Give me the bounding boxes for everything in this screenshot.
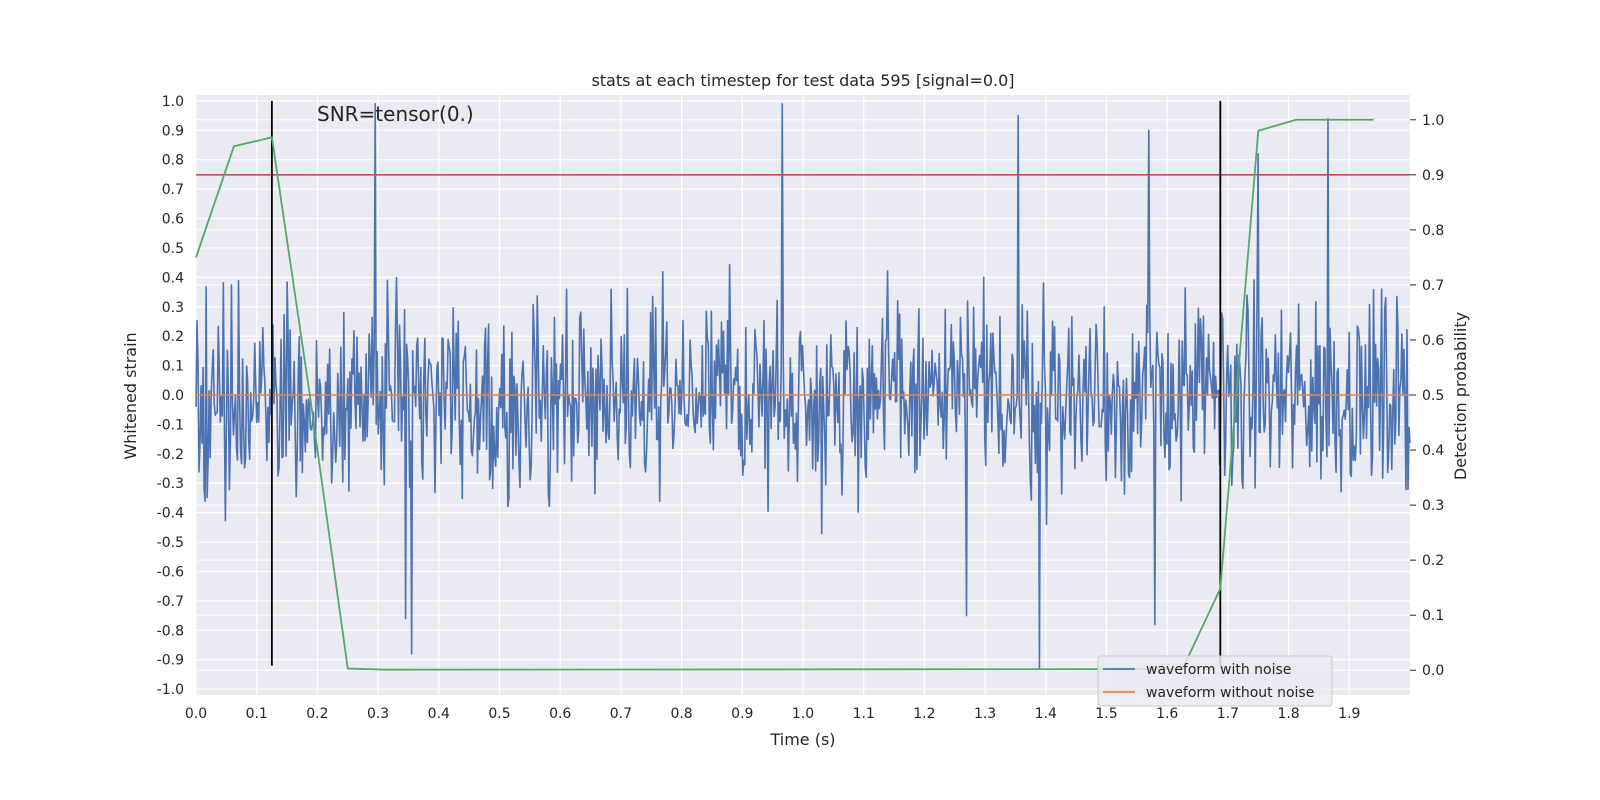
x-tick-label: 0.7 xyxy=(610,706,632,722)
x-tick-label: 1.1 xyxy=(853,706,875,722)
x-tick-label: 1.6 xyxy=(1156,706,1178,722)
y-axis: -1.0 -0.9 -0.8 -0.7 -0.6 -0.5 -0.4 -0.3 -0.2 -0.1… xyxy=(157,94,184,698)
x-tick-label: 1.5 xyxy=(1095,706,1117,722)
y2-tick-label: 0.0 xyxy=(1422,663,1444,679)
series-layer xyxy=(195,100,1411,671)
x-tick-label: 1.3 xyxy=(974,706,996,722)
y-tick-label: -0.1 xyxy=(157,417,184,433)
y-tick-label: 0.3 xyxy=(162,300,184,316)
y-tick-label: -0.7 xyxy=(157,594,184,610)
y-tick-label: -0.4 xyxy=(157,506,184,522)
x-tick-label: 1.0 xyxy=(792,706,814,722)
x-tick-label: 1.9 xyxy=(1338,706,1360,722)
y-tick-label: 0.2 xyxy=(162,329,184,345)
y2-tick-label: 0.8 xyxy=(1422,223,1444,239)
y-tick-label: 0.5 xyxy=(162,241,184,257)
x-tick-label: 0.8 xyxy=(670,706,692,722)
y2-tick-label: 0.9 xyxy=(1422,168,1444,184)
x-tick-label: 0.0 xyxy=(185,706,207,722)
x-tick-label: 0.1 xyxy=(246,706,268,722)
y-tick-label: 0.0 xyxy=(162,388,184,404)
y-tick-label: 0.7 xyxy=(162,182,184,198)
y2-tick-label: 0.1 xyxy=(1422,608,1444,624)
probability-series-line xyxy=(195,118,1374,671)
y-tick-label: -0.3 xyxy=(157,476,184,492)
y-tick-label: 0.9 xyxy=(162,123,184,139)
x-tick-label: 0.2 xyxy=(306,706,328,722)
y-tick-label: -0.9 xyxy=(157,653,184,669)
legend-label-noise: waveform with noise xyxy=(1146,662,1291,678)
y-tick-label: 0.6 xyxy=(162,212,184,228)
y-tick-label: -1.0 xyxy=(157,682,184,698)
x-tick-label: 1.8 xyxy=(1277,706,1299,722)
y-tick-label: 0.4 xyxy=(162,270,184,286)
y-tick-label: 1.0 xyxy=(162,94,184,110)
x-tick-label: 0.9 xyxy=(731,706,753,722)
y-tick-label: -0.5 xyxy=(157,535,184,551)
y2-tick-label: 1.0 xyxy=(1422,113,1444,129)
x-axis-label: Time (s) xyxy=(769,730,835,749)
y2-tick-label: 0.6 xyxy=(1422,333,1444,349)
noise-series-line xyxy=(195,103,1411,670)
y2-tick-label: 0.5 xyxy=(1422,388,1444,404)
y-tick-label: -0.6 xyxy=(157,564,184,580)
y2-tick-label: 0.4 xyxy=(1422,443,1444,459)
legend-box xyxy=(1097,655,1333,707)
x-tick-label: 1.7 xyxy=(1217,706,1239,722)
y-axis-label: Whitened strain xyxy=(121,332,140,459)
x-tick-label: 0.3 xyxy=(367,706,389,722)
y-tick-label: 0.1 xyxy=(162,359,184,375)
legend: waveform with noise waveform without noi… xyxy=(1097,655,1333,707)
y2-tick-label: 0.7 xyxy=(1422,278,1444,294)
legend-label-clean: waveform without noise xyxy=(1146,685,1314,701)
x-tick-label: 0.6 xyxy=(549,706,571,722)
y2-tick-label: 0.2 xyxy=(1422,553,1444,569)
y-tick-label: 0.8 xyxy=(162,153,184,169)
x-tick-label: 1.4 xyxy=(1035,706,1057,722)
x-tick-label: 0.5 xyxy=(488,706,510,722)
x-tick-label: 0.4 xyxy=(428,706,450,722)
snr-annotation: SNR=tensor(0.) xyxy=(317,102,474,126)
y-tick-label: -0.8 xyxy=(157,623,184,639)
y2-axis: 0.0 0.1 0.2 0.3 0.4 0.5 0.6 0.7 0.8 0.9 1.0 xyxy=(1410,113,1444,679)
y2-axis-label: Detection probability xyxy=(1451,312,1470,480)
x-axis: 0.0 0.1 0.2 0.3 0.4 0.5 0.6 0.7 0.8 0.9 1.0 1.1 1.2 1… xyxy=(185,706,1361,722)
x-tick-label: 1.2 xyxy=(913,706,935,722)
y2-tick-label: 0.3 xyxy=(1422,498,1444,514)
y-tick-label: -0.2 xyxy=(157,447,184,463)
chart-title: stats at each timestep for test data 595… xyxy=(591,71,1014,90)
